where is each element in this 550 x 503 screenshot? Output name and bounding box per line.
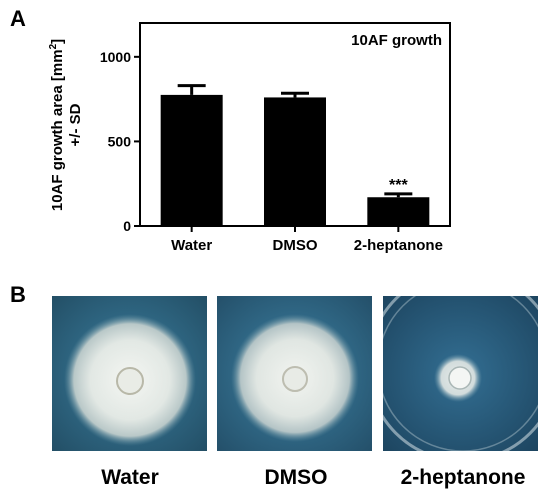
bar <box>367 197 430 226</box>
x-tick-label: Water <box>171 237 212 254</box>
panel-a-letter: A <box>10 6 26 31</box>
y-axis-label-superscript: 2 <box>48 43 59 49</box>
bar-chart: 0 500 1000 Water DMSO 2-heptanone *** 10AF grow… <box>48 22 451 254</box>
petri-dish-photo-water <box>52 296 207 451</box>
photo-label-dmso: DMSO <box>264 466 328 489</box>
y-tick-label: 0 <box>123 218 131 234</box>
panel-b-letter: B <box>10 282 26 307</box>
plot-area: 0 500 1000 Water DMSO 2-heptanone *** 10AF grow… <box>48 22 451 254</box>
y-axis-label-line2: +/- SD <box>67 103 84 146</box>
bar <box>264 97 326 226</box>
y-tick-label: 500 <box>108 133 132 149</box>
petri-dish-photo-dmso <box>217 296 372 451</box>
y-tick-label: 1000 <box>100 49 131 65</box>
y-axis-label-bracket: ] <box>49 39 66 44</box>
petri-dish-photo-2-heptanone <box>383 296 538 451</box>
x-tick-label: DMSO <box>273 237 318 254</box>
bar <box>160 94 223 226</box>
y-axis-label-text: 10AF growth area [mm <box>49 49 66 211</box>
significance-label: *** <box>389 177 408 194</box>
photo-label-water: Water <box>101 466 159 489</box>
photo-label-2-heptanone: 2-heptanone <box>400 466 526 489</box>
y-axis-label-line1: 10AF growth area [mm2] <box>48 39 66 211</box>
x-tick-label: 2-heptanone <box>354 237 443 254</box>
chart-title: 10AF growth <box>351 32 442 49</box>
